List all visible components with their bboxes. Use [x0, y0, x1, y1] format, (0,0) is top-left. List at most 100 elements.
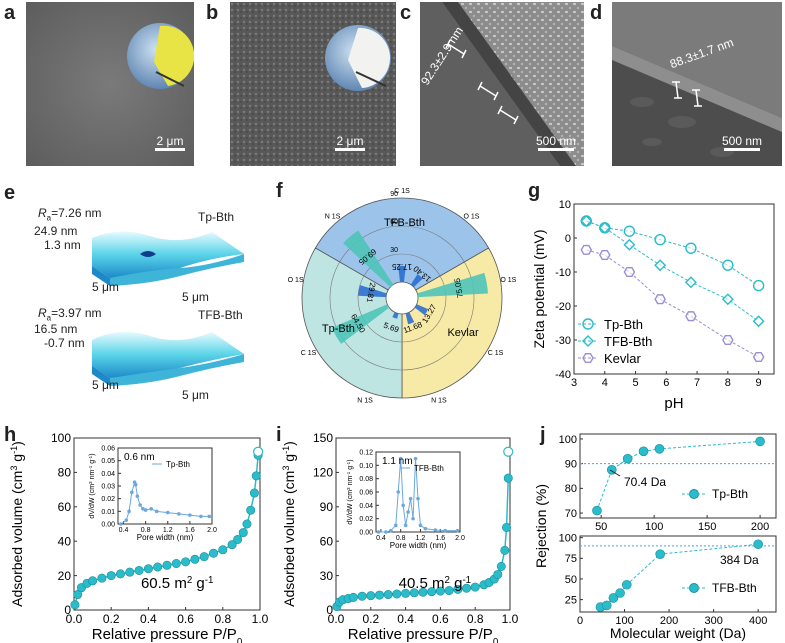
chart-h-isotherm-point: [249, 488, 259, 498]
panel-label-i: i: [276, 424, 282, 446]
chart-h-xtick-label: 0.0: [66, 612, 83, 626]
afm-tfb-zmax: 16.5 nm: [34, 322, 78, 336]
chart-h-inset-ytick-label: 0.00: [101, 521, 115, 528]
chart-i-frame: [335, 437, 511, 611]
chart-h-isotherm-point: [88, 576, 98, 586]
rej-TFB-Bth-ytick-label: 25: [565, 594, 577, 606]
chart-h-inset-point: [199, 514, 203, 519]
zeta-xtick-label: 8: [725, 377, 731, 389]
rej-TFB-Bth-frame: [579, 535, 777, 613]
ring-tick-label: 90: [390, 191, 398, 198]
chart-i-isotherm-point: [383, 590, 393, 600]
axis-label: N 1S: [325, 213, 341, 220]
chart-h-isotherm-point: [227, 540, 237, 550]
chart-i-inset-point: [384, 530, 388, 534]
zeta-point-Kevlar: [685, 311, 697, 322]
chart-i-xtick-label: 0.4: [397, 612, 414, 626]
chart-h-inset-ytick-label: 0.01: [101, 509, 115, 516]
chart-i-ytick-label: 150: [313, 431, 333, 445]
chart-h-inset-point: [124, 518, 129, 522]
rej-Tp-Bth-ytick-label: 100: [559, 434, 577, 446]
chart-h-inset-ytick-label: 0.05: [101, 458, 115, 465]
afm-tp-zmin: 1.3 nm: [44, 238, 81, 252]
chart-h-isotherm-point: [251, 471, 261, 481]
rej-Tp-Bth-xtick-label: 200: [751, 521, 769, 533]
afm-tp-axis-2: 5 μm: [182, 290, 209, 304]
chart-i-isotherm-point: [392, 589, 402, 599]
rej-xlabel: Molecular weight (Da): [610, 625, 746, 641]
zeta-point-Tp-Bth: [685, 242, 697, 254]
chart-h-frame: [73, 437, 261, 611]
chart-h-inset-xlabel: Pore width (nm): [137, 533, 194, 542]
scale-bar-d: 500 nm: [712, 134, 772, 151]
chart-h-ytick-label: 40: [58, 534, 72, 548]
rej-TFB-Bth-ytick-label: 100: [559, 533, 577, 545]
sem-image-b: [230, 2, 396, 166]
rej-Tp-Bth-ytick-label: 80: [565, 483, 577, 495]
rej-Tp-Bth-ytick-label: 90: [565, 458, 577, 470]
bar-value-label: 29.81: [365, 282, 377, 304]
rej-TFB-Bth-ytick-label: 50: [565, 574, 577, 586]
bar-TFB-Bth-O 1S: [410, 274, 423, 288]
panel-label-e: e: [4, 182, 16, 204]
zeta-ytick-label: 0: [565, 233, 571, 245]
rej-TFB-Bth-legend-label: TFB-Bth: [712, 581, 757, 595]
rej-Tp-Bth-annotation: 70.4 Da: [624, 475, 666, 489]
chart-i-inset-xtick-label: 0.4: [376, 535, 386, 542]
zeta-point-TFB-Bth: [654, 259, 667, 272]
afm-tp-axis-1: 5 μm: [92, 280, 119, 294]
chart-h-inset: 0.4 0.8 1.2 1.6 2.0 0.00 0.01 0.02 0.03 0.04 0.05 0…: [88, 445, 217, 542]
afm-surface-tfb: [92, 331, 244, 386]
zeta-ytick-label: -20: [555, 301, 571, 313]
chart-i-xtick-label: 0.6: [432, 612, 449, 626]
chart-h-isotherm-point: [73, 590, 83, 600]
zeta-point-Kevlar: [623, 266, 636, 278]
chart-h-isotherm-point: [143, 564, 153, 574]
bar-TFB-Bth-C 1S: [343, 230, 394, 288]
chart-h-inset-point: [138, 503, 142, 507]
axis-label: O 1S: [463, 213, 479, 220]
chart-i-inset-point: [413, 456, 418, 461]
axis-label: N 1S: [357, 397, 373, 404]
rej-TFB-Bth-point: [608, 593, 619, 603]
chart-h-ytick-label: 60: [58, 500, 72, 514]
afm-surface-tp: [92, 231, 244, 286]
chart-h-surface-area: 60.5 m2 g-1: [141, 575, 213, 593]
sem-image-a: [26, 2, 194, 166]
chart-h-inset-line: [120, 480, 210, 525]
afm-tfb-axis-1: 5 μm: [92, 378, 119, 392]
zeta-point-TFB-Bth: [752, 315, 765, 328]
chart-h-inset-point: [130, 490, 134, 495]
chart-i-inset-point: [398, 456, 403, 461]
panel-label-g: g: [528, 180, 541, 202]
chart-h-inset-xtick-label: 1.2: [163, 527, 173, 534]
rej-TFB-Bth-annotation: 384 Da: [720, 553, 759, 567]
chart-h-isotherm-point: [242, 519, 252, 529]
ring-tick-label: 60: [390, 219, 398, 226]
panel-label-f: f: [276, 180, 283, 202]
afm-tfb-axis-2: 5 μm: [182, 388, 209, 402]
chart-h-isotherm-point: [199, 552, 209, 562]
rej-Tp-Bth-xtick-label: 150: [698, 521, 716, 533]
bar-Tp-Bth-N 1S: [392, 312, 399, 319]
chart-h-isotherm-point: [162, 560, 172, 570]
zeta-ytick-label: -10: [555, 267, 571, 279]
bar-Tp-Bth-O 1S: [358, 285, 387, 298]
rej-arrow: [609, 469, 621, 477]
scale-bar-b: 2 μm: [328, 134, 372, 151]
afm-tfb-name: TFB-Bth: [198, 308, 243, 322]
chart-i-isotherm-point: [348, 592, 358, 602]
chart-h-inset-point: [207, 514, 212, 519]
rej-Tp-Bth-xtick-label: 100: [645, 521, 663, 533]
rej-Tp-Bth-xtick-label: 50: [595, 521, 607, 533]
afm-tfb-zmin: -0.7 nm: [44, 336, 85, 350]
rej-Tp-Bth-point: [592, 505, 602, 516]
chart-i-surface-area: 40.5 m2 g-1: [399, 575, 471, 593]
chart-i-inset-point: [396, 490, 401, 494]
chart-h-isotherm-point: [153, 562, 163, 572]
ring-tick-label: 30: [390, 247, 398, 254]
chart-i-xlabel: Relative pressure P/P0: [348, 626, 499, 643]
chart-h-inset-point: [141, 507, 145, 511]
chart-i-isotherm-point: [502, 522, 512, 532]
zeta-ylabel: Zeta potential (mV): [531, 229, 547, 348]
